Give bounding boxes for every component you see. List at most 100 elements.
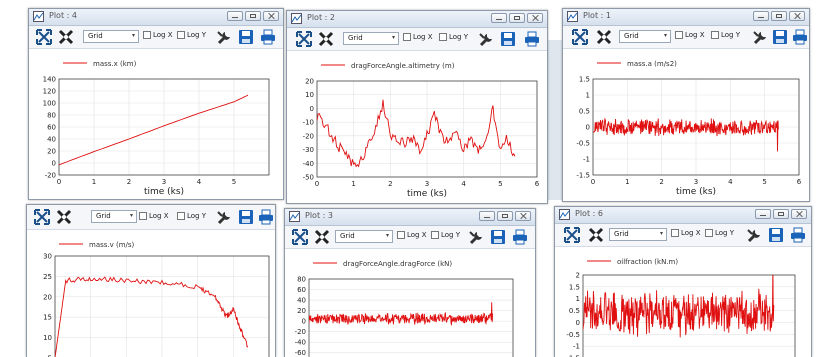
save-button[interactable] [489, 228, 507, 246]
plot-window[interactable]: Plot : 2 Grid ▾ Log X Log Y dragForceAngl… [286, 10, 548, 204]
log-y-checkbox[interactable]: Log Y [705, 229, 734, 237]
zoom-reset-button[interactable] [595, 28, 613, 46]
window-titlebar[interactable]: Plot : 3 [285, 209, 535, 226]
checkbox-box[interactable] [439, 33, 447, 41]
log-y-checkbox[interactable]: Log Y [431, 231, 460, 239]
window-titlebar[interactable]: Plot : 2 [287, 11, 547, 28]
plot-window-icon [291, 13, 302, 24]
zoom-fit-button[interactable] [295, 30, 313, 48]
y-tick-label: -50 [303, 174, 314, 182]
save-button[interactable] [237, 208, 255, 226]
zoom-fit-button[interactable] [571, 28, 589, 46]
checkbox-box[interactable] [675, 31, 683, 39]
plot-area[interactable]: mass.x (km) -20 0 20 40 60 80 100 120 140 0 1 2 3 4 5 ti… [29, 49, 283, 199]
checkbox-box[interactable] [403, 33, 411, 41]
plot-window[interactable]: Plot : 3 Grid ▾ Log X Log Y dragForceAngl… [284, 208, 536, 357]
log-y-checkbox[interactable]: Log Y [177, 31, 206, 39]
minimize-button[interactable] [753, 11, 769, 21]
settings-button[interactable] [751, 28, 769, 46]
log-y-checkbox[interactable]: Log Y [711, 31, 740, 39]
grid-dropdown[interactable]: Grid ▾ [91, 210, 137, 223]
maximize-button[interactable] [773, 209, 789, 219]
save-button[interactable] [499, 30, 517, 48]
print-button[interactable] [523, 30, 541, 48]
checkbox-box[interactable] [177, 212, 185, 220]
maximize-button[interactable] [771, 11, 787, 21]
minimize-button[interactable] [755, 209, 771, 219]
checkbox-box[interactable] [177, 31, 185, 39]
plot-area[interactable]: mass.v (m/s) 5 10 15 20 25 30 [27, 230, 275, 357]
zoom-fit-button[interactable] [35, 28, 53, 46]
grid-dropdown[interactable]: Grid ▾ [609, 228, 667, 241]
window-titlebar[interactable]: Plot : 4 [29, 9, 283, 26]
checkbox-box[interactable] [431, 231, 439, 239]
print-button[interactable] [791, 28, 809, 46]
close-button[interactable] [789, 11, 805, 21]
zoom-reset-button[interactable] [313, 228, 331, 246]
checkbox-box[interactable] [705, 229, 713, 237]
minimize-button[interactable] [227, 11, 243, 21]
checkbox-box[interactable] [397, 231, 405, 239]
zoom-reset-button[interactable] [317, 30, 335, 48]
print-button[interactable] [789, 226, 807, 244]
print-button[interactable] [259, 28, 277, 46]
log-x-checkbox[interactable]: Log X [139, 212, 169, 220]
print-button[interactable] [511, 228, 529, 246]
print-button[interactable] [257, 208, 275, 226]
y-tick-label: 20 [43, 293, 52, 301]
minimize-button[interactable] [491, 13, 507, 23]
checkbox-box[interactable] [139, 212, 147, 220]
maximize-button[interactable] [245, 11, 261, 21]
plot-area[interactable]: mass.a (m/s2) -1.5 -1 -0.5 0 0.5 1 1.5 0 1 2 3 4 5 6 ti… [563, 49, 809, 201]
zoom-reset-button[interactable] [587, 226, 605, 244]
plot-window[interactable]: Plot : 4 Grid ▾ Log X Log Y mass.x (km) -2… [28, 8, 284, 200]
maximize-button[interactable] [509, 13, 525, 23]
log-y-checkbox[interactable]: Log Y [439, 33, 468, 41]
checkbox-box[interactable] [143, 31, 151, 39]
plot-window[interactable]: Grid ▾ Log X Log Y mass.v (m/s) 5 10 15 20 25 3… [26, 204, 276, 357]
grid-dropdown[interactable]: Grid ▾ [83, 30, 139, 43]
grid-dropdown[interactable]: Grid ▾ [335, 230, 393, 243]
zoom-reset-button[interactable] [57, 28, 75, 46]
plot-window[interactable]: Plot : 6 Grid ▾ Log X Log Y oilfraction (… [554, 206, 812, 357]
grid-dropdown[interactable]: Grid ▾ [619, 30, 671, 43]
plot-area[interactable]: dragForceAngle.dragForce (kN) -60 -40 -20 0 2… [285, 249, 535, 357]
log-y-label: Log Y [715, 229, 735, 237]
grid-dropdown[interactable]: Grid ▾ [343, 32, 399, 45]
y-tick-label: -0.5 [576, 140, 590, 148]
zoom-reset-button[interactable] [55, 208, 73, 226]
close-button[interactable] [515, 211, 531, 221]
zoom-fit-button[interactable] [563, 226, 581, 244]
zoom-fit-button[interactable] [291, 228, 309, 246]
settings-button[interactable] [467, 228, 485, 246]
y-tick-label: 100 [43, 100, 56, 108]
checkbox-box[interactable] [711, 31, 719, 39]
log-x-checkbox[interactable]: Log X [143, 31, 173, 39]
window-titlebar[interactable]: Plot : 6 [555, 207, 811, 224]
plot-area[interactable]: oilfraction (kN.m) -1.5 -1 -0.5 0 0.5 1 1.5 2 [555, 247, 811, 357]
grid-dropdown-value: Grid [624, 32, 639, 40]
log-x-checkbox[interactable]: Log X [671, 229, 701, 237]
settings-button[interactable] [745, 226, 763, 244]
log-x-checkbox[interactable]: Log X [675, 31, 705, 39]
save-button[interactable] [771, 28, 789, 46]
save-button[interactable] [237, 28, 255, 46]
maximize-button[interactable] [497, 211, 513, 221]
close-button[interactable] [791, 209, 807, 219]
checkbox-box[interactable] [671, 229, 679, 237]
save-button[interactable] [767, 226, 785, 244]
settings-button[interactable] [215, 208, 233, 226]
window-title: Plot : 2 [307, 13, 335, 22]
close-button[interactable] [527, 13, 543, 23]
settings-button[interactable] [215, 28, 233, 46]
log-x-checkbox[interactable]: Log X [403, 33, 433, 41]
plot-window[interactable]: Plot : 1 Grid ▾ Log X Log Y mass.a (m/s2)… [562, 8, 810, 202]
log-x-checkbox[interactable]: Log X [397, 231, 427, 239]
close-button[interactable] [263, 11, 279, 21]
minimize-button[interactable] [479, 211, 495, 221]
log-y-checkbox[interactable]: Log Y [177, 212, 206, 220]
window-titlebar[interactable]: Plot : 1 [563, 9, 809, 26]
zoom-fit-button[interactable] [33, 208, 51, 226]
plot-area[interactable]: dragForceAngle.altimetry (m) -50 -40 -30 -20… [287, 51, 547, 203]
settings-button[interactable] [477, 30, 495, 48]
